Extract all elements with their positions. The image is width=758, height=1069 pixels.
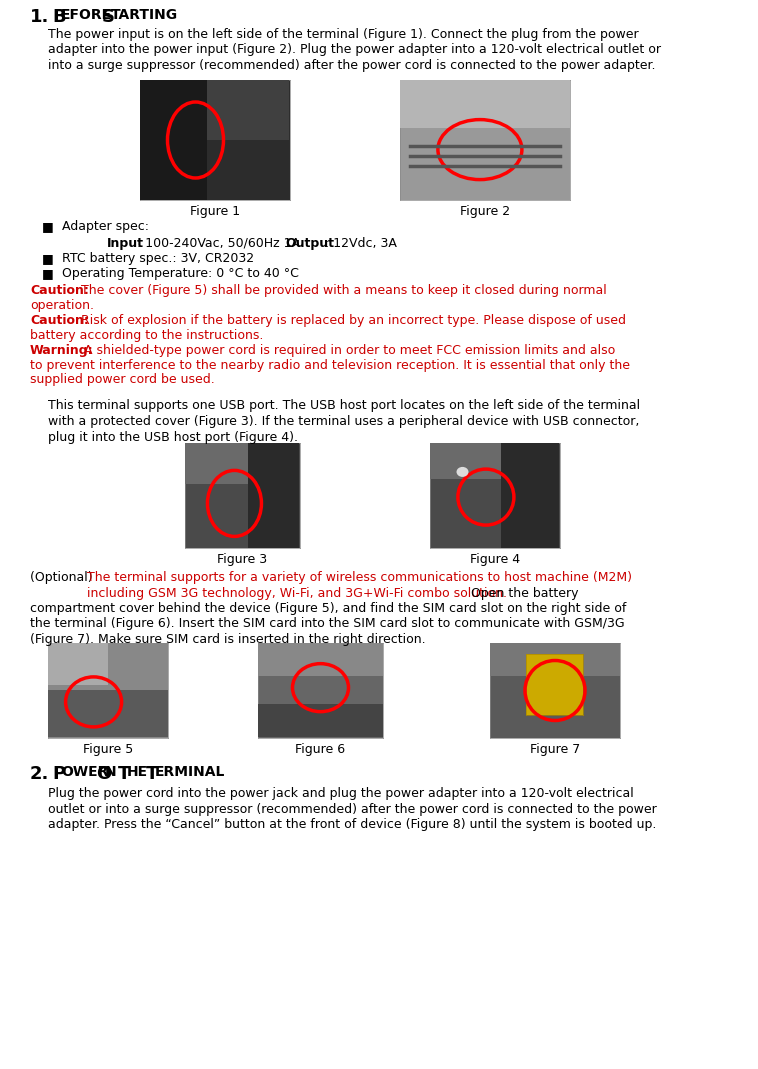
Text: ■: ■: [42, 252, 54, 265]
Text: ■: ■: [42, 220, 54, 233]
Text: The cover (Figure 5) shall be provided with a means to keep it closed during nor: The cover (Figure 5) shall be provided w…: [77, 284, 606, 297]
Text: S: S: [102, 7, 115, 26]
Text: B: B: [52, 7, 66, 26]
Text: Adapter spec:: Adapter spec:: [62, 220, 149, 233]
Text: Figure 1: Figure 1: [190, 205, 240, 218]
Text: adapter into the power input (Figure 2). Plug the power adapter into a 120-volt : adapter into the power input (Figure 2).…: [48, 44, 661, 57]
Text: Figure 5: Figure 5: [83, 743, 133, 756]
Text: adapter. Press the “Cancel” button at the front of device (Figure 8) until the s: adapter. Press the “Cancel” button at th…: [48, 818, 656, 831]
Text: T: T: [146, 765, 158, 783]
Text: 1.: 1.: [30, 7, 49, 26]
Text: TARTING: TARTING: [111, 7, 178, 22]
Text: outlet or into a surge suppressor (recommended) after the power cord is connecte: outlet or into a surge suppressor (recom…: [48, 803, 656, 816]
Text: : 12Vdc, 3A: : 12Vdc, 3A: [325, 236, 397, 249]
Text: O: O: [96, 765, 111, 783]
Text: Caution:: Caution:: [30, 284, 89, 297]
Text: T: T: [118, 765, 130, 783]
Text: P: P: [52, 765, 65, 783]
Text: supplied power cord be used.: supplied power cord be used.: [30, 373, 215, 386]
Text: Risk of explosion if the battery is replaced by an incorrect type. Please dispos: Risk of explosion if the battery is repl…: [77, 314, 626, 327]
Text: battery according to the instructions.: battery according to the instructions.: [30, 328, 263, 341]
Text: plug it into the USB host port (Figure 4).: plug it into the USB host port (Figure 4…: [48, 431, 298, 444]
Text: Plug the power cord into the power jack and plug the power adapter into a 120-vo: Plug the power cord into the power jack …: [48, 787, 634, 800]
Text: including GSM 3G technology, Wi-Fi, and 3G+Wi-Fi combo solution.: including GSM 3G technology, Wi-Fi, and …: [87, 587, 507, 600]
Text: Operating Temperature: 0 °C to 40 °C: Operating Temperature: 0 °C to 40 °C: [62, 267, 299, 280]
Text: ■: ■: [42, 267, 54, 280]
Text: compartment cover behind the device (Figure 5), and find the SIM card slot on th: compartment cover behind the device (Fig…: [30, 602, 626, 615]
Text: to prevent interference to the nearby radio and television reception. It is esse: to prevent interference to the nearby ra…: [30, 358, 630, 372]
Text: ERMINAL: ERMINAL: [155, 765, 225, 779]
Text: Output: Output: [285, 236, 334, 249]
Text: Open the battery: Open the battery: [467, 587, 578, 600]
Text: Figure 6: Figure 6: [295, 743, 345, 756]
Text: the terminal (Figure 6). Insert the SIM card into the SIM card slot to communica: the terminal (Figure 6). Insert the SIM …: [30, 618, 625, 631]
Text: EFORE: EFORE: [61, 7, 112, 22]
Text: : 100-240Vac, 50/60Hz 1A: : 100-240Vac, 50/60Hz 1A: [137, 236, 304, 249]
Text: Figure 3: Figure 3: [217, 553, 267, 566]
Text: N: N: [105, 765, 117, 779]
Text: (Optional): (Optional): [30, 571, 96, 584]
Text: (Figure 7). Make sure SIM card is inserted in the right direction.: (Figure 7). Make sure SIM card is insert…: [30, 633, 426, 646]
Text: into a surge suppressor (recommended) after the power cord is connected to the p: into a surge suppressor (recommended) af…: [48, 59, 656, 72]
Text: Warning:: Warning:: [30, 344, 94, 357]
Text: A shielded-type power cord is required in order to meet FCC emission limits and : A shielded-type power cord is required i…: [80, 344, 615, 357]
Text: with a protected cover (Figure 3). If the terminal uses a peripheral device with: with a protected cover (Figure 3). If th…: [48, 415, 640, 428]
Text: RTC battery spec.: 3V, CR2032: RTC battery spec.: 3V, CR2032: [62, 252, 254, 265]
Text: operation.: operation.: [30, 298, 94, 311]
Text: Input: Input: [107, 236, 144, 249]
Text: HE: HE: [127, 765, 148, 779]
Text: 2.: 2.: [30, 765, 49, 783]
Text: This terminal supports one USB port. The USB host port locates on the left side : This terminal supports one USB port. The…: [48, 400, 640, 413]
Text: The terminal supports for a variety of wireless communications to host machine (: The terminal supports for a variety of w…: [87, 571, 632, 584]
Text: Figure 4: Figure 4: [470, 553, 520, 566]
Text: The power input is on the left side of the terminal (Figure 1). Connect the plug: The power input is on the left side of t…: [48, 28, 639, 41]
Text: Figure 7: Figure 7: [530, 743, 580, 756]
Text: Figure 2: Figure 2: [460, 205, 510, 218]
Text: OWER: OWER: [61, 765, 108, 779]
Text: Caution:: Caution:: [30, 314, 89, 327]
